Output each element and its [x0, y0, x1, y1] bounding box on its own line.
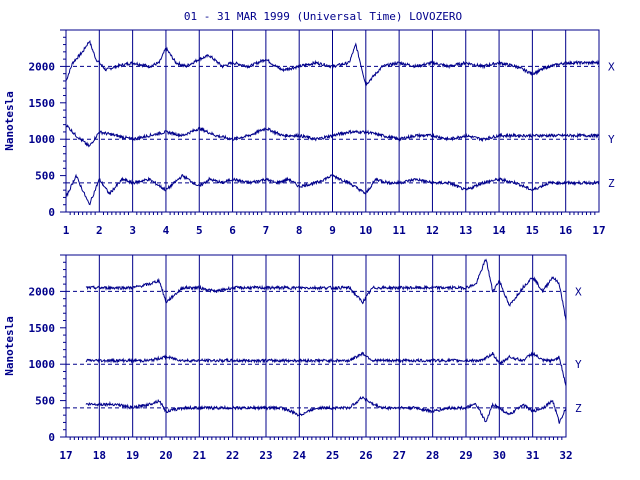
x-tick-label: 23: [259, 449, 272, 462]
y-axis-label: Nanotesla: [3, 316, 16, 376]
x-tick-label: 24: [293, 449, 307, 462]
y-tick-label: 500: [35, 395, 55, 408]
x-tick-label: 7: [263, 224, 270, 237]
component-label-y: Y: [575, 358, 582, 371]
trace-y: [65, 124, 600, 148]
x-tick-label: 25: [326, 449, 339, 462]
x-tick-label: 22: [226, 449, 239, 462]
trace-x: [85, 258, 567, 321]
trace-y: [85, 351, 567, 387]
x-tick-label: 18: [93, 449, 106, 462]
panel-bottom: 17 18 19 20 21 22 23 24 25 26 27 28 29 30 31 32 0 500 1000…: [3, 254, 582, 462]
x-tick-label: 27: [393, 449, 406, 462]
y-tick-label: 1000: [29, 358, 56, 371]
x-tick-label: 17: [592, 224, 605, 237]
y-tick-label: 0: [48, 206, 55, 219]
x-tick-label: 15: [526, 224, 539, 237]
x-tick-label: 9: [329, 224, 336, 237]
x-tick-label: 30: [493, 449, 506, 462]
x-tick-label: 31: [526, 449, 540, 462]
x-tick-label: 4: [163, 224, 170, 237]
chart-panels: 1 2 3 4 5 6 7 8 9 10 11 12 13 14 15 16 17050010001500200…: [3, 29, 615, 462]
x-tick-label: 21: [193, 449, 207, 462]
x-tick-label: 14: [492, 224, 506, 237]
x-tick-label: 1: [63, 224, 70, 237]
y-axis-label: Nanotesla: [3, 91, 16, 151]
y-tick-label: 2000: [29, 60, 56, 73]
x-tick-label: 8: [296, 224, 303, 237]
trace-z: [65, 173, 600, 206]
x-tick-label: 29: [459, 449, 472, 462]
x-tick-label: 19: [126, 449, 139, 462]
y-tick-label: 500: [35, 170, 55, 183]
x-tick-label: 6: [229, 224, 236, 237]
x-tick-label: 20: [159, 449, 172, 462]
component-label-z: Z: [608, 177, 615, 190]
x-tick-label: 28: [426, 449, 439, 462]
x-tick-label: 16: [559, 224, 573, 237]
y-tick-label: 1000: [29, 133, 56, 146]
y-tick-label: 0: [48, 431, 55, 444]
component-label-z: Z: [575, 402, 582, 415]
y-tick-label: 1500: [29, 97, 56, 110]
component-label-x: X: [575, 285, 582, 298]
x-tick-label: 2: [96, 224, 103, 237]
x-tick-label: 17: [59, 449, 72, 462]
trace-z: [85, 395, 567, 424]
panel-top: 1 2 3 4 5 6 7 8 9 10 11 12 13 14 15 16 17050010001500200…: [3, 29, 615, 237]
y-tick-label: 2000: [29, 285, 56, 298]
x-tick-label: 5: [196, 224, 203, 237]
trace-x: [65, 39, 600, 86]
y-tick-label: 1500: [29, 322, 56, 335]
chart-title: 01 - 31 MAR 1999 (Universal Time) LOVOZE…: [184, 10, 462, 23]
x-tick-label: 11: [393, 224, 407, 237]
component-label-x: X: [608, 60, 615, 73]
x-tick-label: 13: [459, 224, 472, 237]
x-tick-label: 3: [129, 224, 136, 237]
x-tick-label: 10: [359, 224, 372, 237]
x-tick-label: 12: [426, 224, 439, 237]
x-tick-label: 26: [359, 449, 373, 462]
x-tick-label: 32: [559, 449, 572, 462]
component-label-y: Y: [608, 133, 615, 146]
